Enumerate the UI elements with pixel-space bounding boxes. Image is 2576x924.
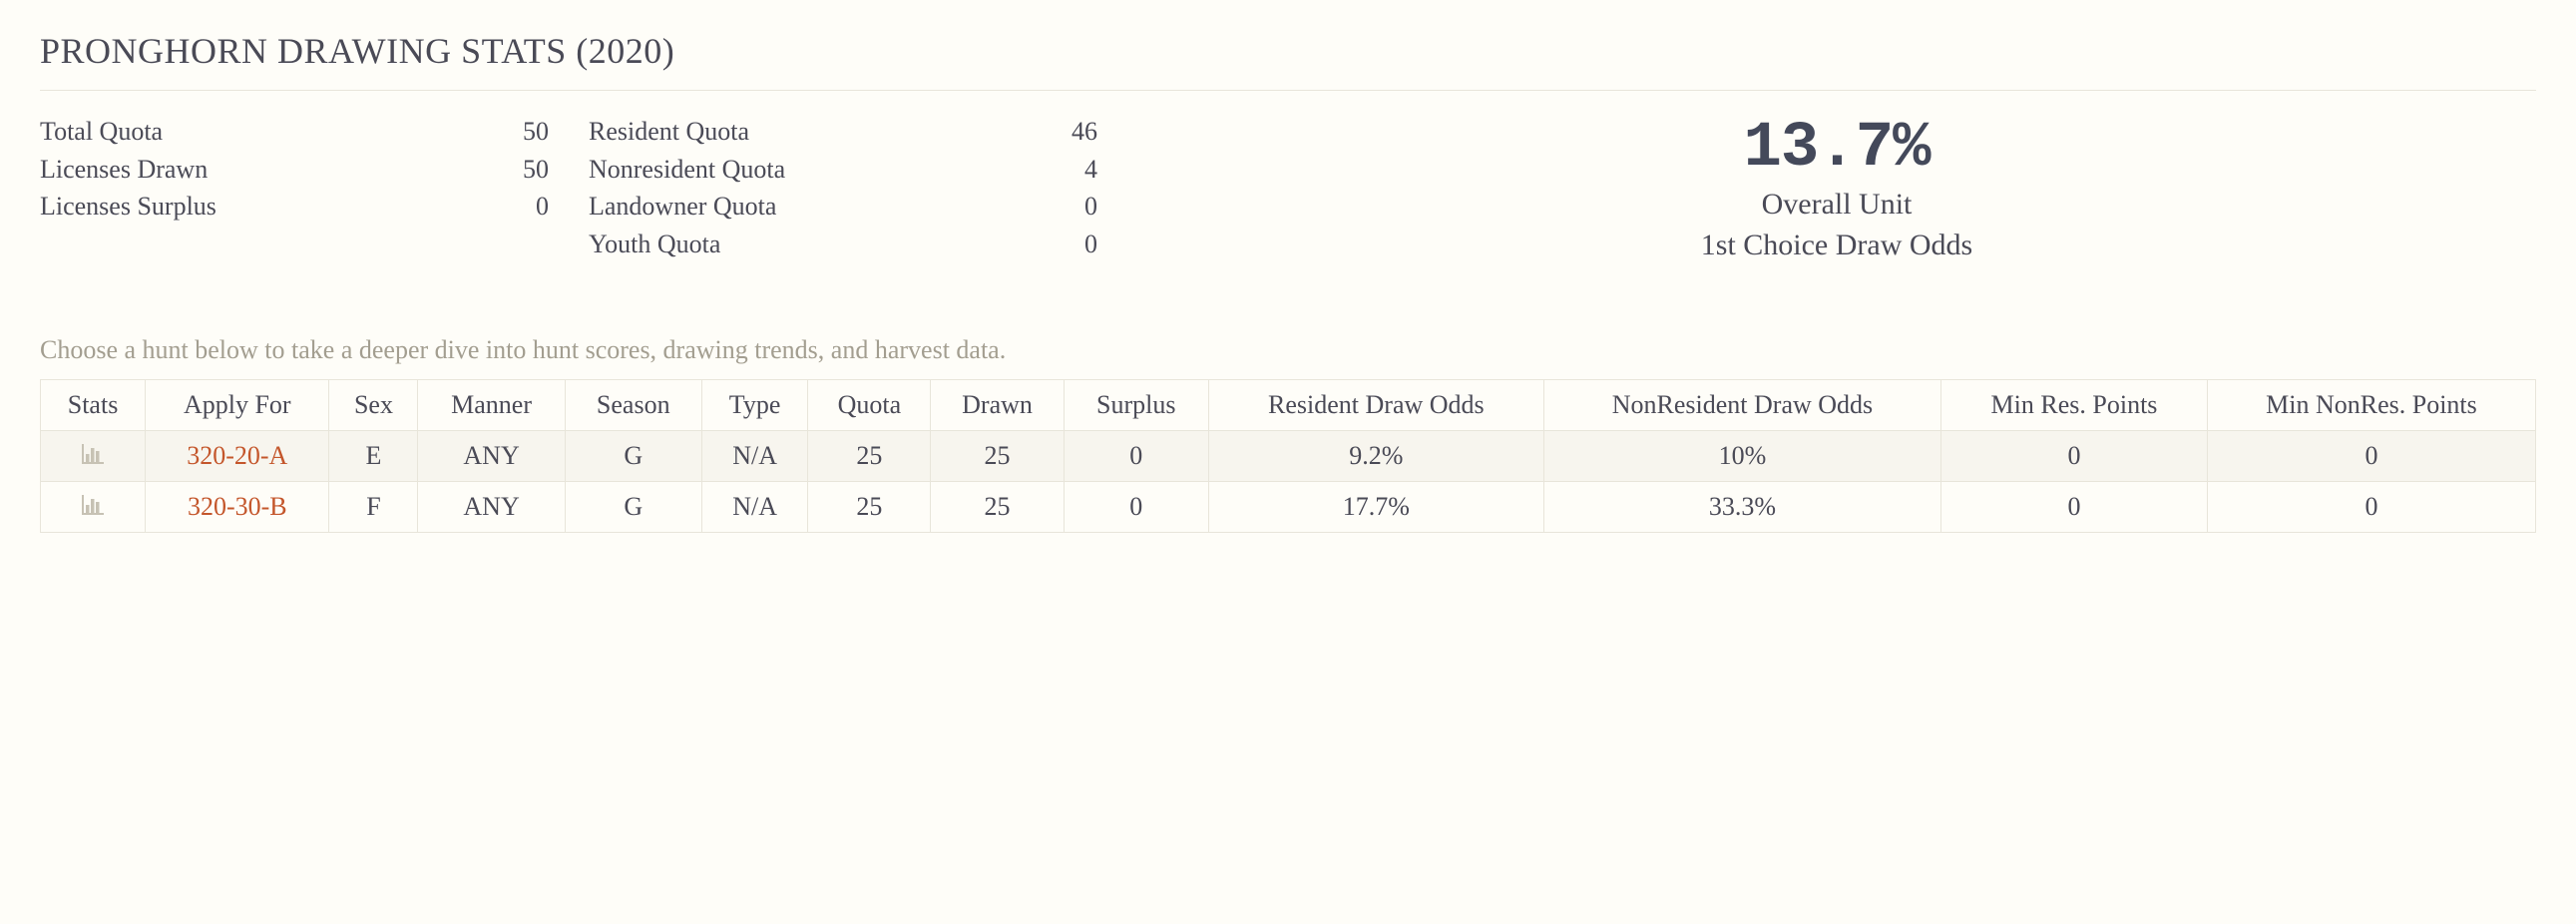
th-sex: Sex	[329, 380, 418, 431]
bar-chart-icon[interactable]	[82, 495, 104, 515]
quota-label: Youth Quota	[589, 226, 720, 263]
res-odds-cell: 17.7%	[1208, 482, 1543, 533]
type-cell: N/A	[701, 482, 808, 533]
th-surplus: Surplus	[1064, 380, 1208, 431]
quota-row: Landowner Quota 0	[589, 188, 1097, 226]
min-res-pts-cell: 0	[1941, 482, 2208, 533]
quota-left-block: Total Quota 50 Licenses Drawn 50 License…	[40, 113, 549, 265]
sex-cell: E	[329, 431, 418, 482]
helper-text: Choose a hunt below to take a deeper div…	[40, 335, 2536, 365]
quota-row: Youth Quota 0	[589, 226, 1097, 263]
table-row: 320-30-BFANYGN/A2525017.7%33.3%00	[41, 482, 2536, 533]
quota-row: Nonresident Quota 4	[589, 151, 1097, 189]
manner-cell: ANY	[418, 482, 565, 533]
quota-label: Licenses Surplus	[40, 188, 216, 226]
quota-row: Licenses Drawn 50	[40, 151, 549, 189]
quota-value: 4	[1084, 151, 1097, 189]
page-title: PRONGHORN DRAWING STATS (2020)	[40, 30, 2536, 91]
quota-right-block: Resident Quota 46 Nonresident Quota 4 La…	[589, 113, 1097, 265]
quota-row: Total Quota 50	[40, 113, 549, 151]
nonres-odds-cell: 10%	[1543, 431, 1940, 482]
th-nonres-odds: NonResident Draw Odds	[1543, 380, 1940, 431]
drawn-cell: 25	[931, 431, 1064, 482]
quota-value: 0	[1084, 226, 1097, 263]
drawn-cell: 25	[931, 482, 1064, 533]
apply-for-link[interactable]: 320-30-B	[188, 492, 287, 521]
table-header-row: Stats Apply For Sex Manner Season Type Q…	[41, 380, 2536, 431]
overall-odds-label-1: Overall Unit	[1137, 185, 2536, 226]
sex-cell: F	[329, 482, 418, 533]
season-cell: G	[565, 482, 701, 533]
th-min-res-points: Min Res. Points	[1941, 380, 2208, 431]
th-quota: Quota	[808, 380, 931, 431]
nonres-odds-cell: 33.3%	[1543, 482, 1940, 533]
apply-for-cell: 320-20-A	[146, 431, 329, 482]
surplus-cell: 0	[1064, 431, 1208, 482]
quota-value: 0	[536, 188, 549, 226]
min-nonres-pts-cell: 0	[2207, 482, 2535, 533]
min-res-pts-cell: 0	[1941, 431, 2208, 482]
quota-label: Landowner Quota	[589, 188, 776, 226]
surplus-cell: 0	[1064, 482, 1208, 533]
table-row: 320-20-AEANYGN/A252509.2%10%00	[41, 431, 2536, 482]
overall-odds-value: 13.7%	[1137, 113, 2536, 185]
apply-for-cell: 320-30-B	[146, 482, 329, 533]
quota-value: 0	[1084, 188, 1097, 226]
quota-cell: 25	[808, 431, 931, 482]
hunts-table: Stats Apply For Sex Manner Season Type Q…	[40, 379, 2536, 533]
th-min-nonres-points: Min NonRes. Points	[2207, 380, 2535, 431]
th-res-odds: Resident Draw Odds	[1208, 380, 1543, 431]
quota-value: 50	[523, 151, 549, 189]
quota-label: Nonresident Quota	[589, 151, 785, 189]
manner-cell: ANY	[418, 431, 565, 482]
quota-label: Total Quota	[40, 113, 163, 151]
quota-row: Licenses Surplus 0	[40, 188, 549, 226]
bar-chart-icon[interactable]	[82, 444, 104, 464]
overall-odds-label-2: 1st Choice Draw Odds	[1137, 226, 2536, 266]
th-type: Type	[701, 380, 808, 431]
quota-label: Licenses Drawn	[40, 151, 208, 189]
season-cell: G	[565, 431, 701, 482]
stats-cell[interactable]	[41, 482, 146, 533]
quota-value: 50	[523, 113, 549, 151]
th-season: Season	[565, 380, 701, 431]
stats-cell[interactable]	[41, 431, 146, 482]
quota-cell: 25	[808, 482, 931, 533]
res-odds-cell: 9.2%	[1208, 431, 1543, 482]
quota-row: Resident Quota 46	[589, 113, 1097, 151]
th-apply-for: Apply For	[146, 380, 329, 431]
quota-label: Resident Quota	[589, 113, 749, 151]
apply-for-link[interactable]: 320-20-A	[187, 441, 287, 470]
th-manner: Manner	[418, 380, 565, 431]
min-nonres-pts-cell: 0	[2207, 431, 2535, 482]
overall-odds-block: 13.7% Overall Unit 1st Choice Draw Odds	[1137, 113, 2536, 265]
th-stats: Stats	[41, 380, 146, 431]
summary-section: Total Quota 50 Licenses Drawn 50 License…	[40, 113, 2536, 265]
quota-value: 46	[1072, 113, 1097, 151]
th-drawn: Drawn	[931, 380, 1064, 431]
type-cell: N/A	[701, 431, 808, 482]
